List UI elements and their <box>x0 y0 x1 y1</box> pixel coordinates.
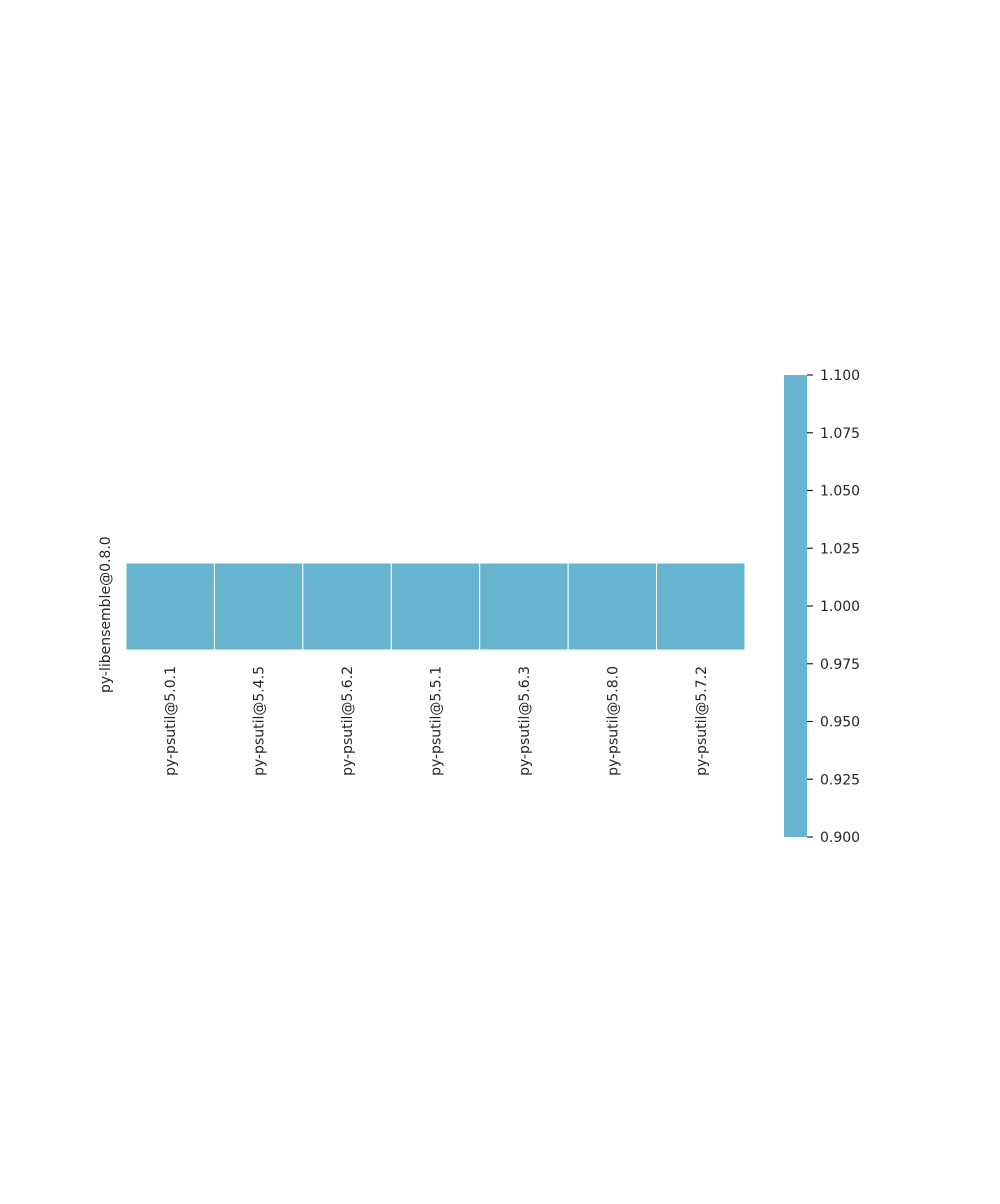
x-tick-label: py-psutil@5.5.1 <box>429 666 445 776</box>
colorbar: 0.900 0.925 0.950 0.975 1.000 1.025 1.050 1.075… <box>784 368 860 846</box>
colorbar-tick-label: 1.075 <box>820 426 860 442</box>
x-tick-label: py-psutil@5.0.1 <box>163 666 179 776</box>
heatmap-cell <box>213 562 304 651</box>
x-tick-label: py-psutil@5.8.0 <box>605 666 621 776</box>
colorbar-tick-label: 0.975 <box>820 657 860 673</box>
heatmap-cell <box>479 562 569 651</box>
y-tick-labels: py-libensemble@0.8.0 <box>98 536 114 693</box>
heatmap-cell <box>567 562 658 651</box>
heatmap-cells <box>125 562 746 651</box>
colorbar-tick-label: 1.000 <box>820 599 860 615</box>
heatmap-cell <box>656 562 746 651</box>
colorbar-tick-label: 1.025 <box>820 541 860 557</box>
x-tick-label: py-psutil@5.6.3 <box>517 666 533 776</box>
colorbar-tick-label: 1.050 <box>820 484 860 500</box>
colorbar-tick-label: 0.950 <box>820 715 860 731</box>
colorbar-gradient <box>784 375 807 837</box>
x-tick-label: py-psutil@5.4.5 <box>252 666 268 776</box>
heatmap-cell <box>302 562 392 651</box>
y-tick-label: py-libensemble@0.8.0 <box>98 536 114 693</box>
heatmap-cell <box>390 562 481 651</box>
colorbar-tick-label: 0.925 <box>820 772 860 788</box>
x-tick-label: py-psutil@5.7.2 <box>694 666 710 776</box>
heatmap-cell <box>125 562 215 651</box>
x-tick-labels: py-psutil@5.0.1 py-psutil@5.4.5 py-psutil@… <box>163 666 710 776</box>
colorbar-tick-label: 1.100 <box>820 368 860 384</box>
x-tick-label: py-psutil@5.6.2 <box>340 666 356 776</box>
colorbar-tick-label: 0.900 <box>820 830 860 846</box>
